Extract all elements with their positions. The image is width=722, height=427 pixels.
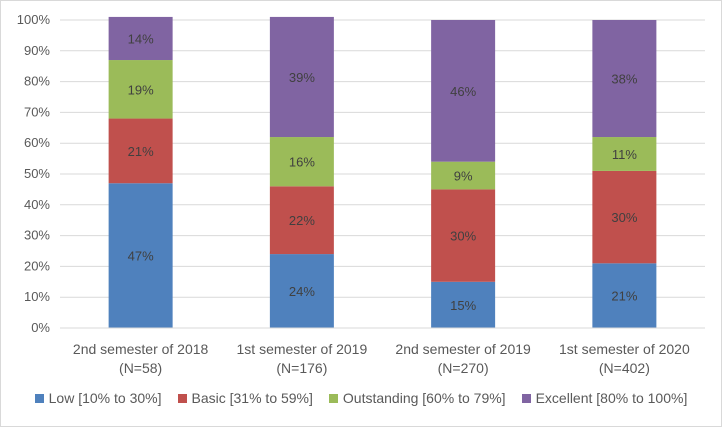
data-label: 30% — [611, 210, 637, 225]
bar-segment — [269, 16, 334, 138]
legend-label: Basic [31% to 59%] — [191, 390, 313, 406]
data-label: 21% — [611, 289, 637, 304]
bar-segment — [269, 137, 334, 187]
x-category-label: 1st semester of 2020 — [559, 341, 690, 357]
legend-label: Outstanding [60% to 79%] — [342, 390, 506, 406]
y-tick-label: 90% — [24, 43, 50, 58]
legend-item: Low [10% to 30%] — [34, 390, 162, 406]
data-label: 46% — [450, 84, 476, 99]
x-category-label: 2nd semester of 2019 — [395, 341, 531, 357]
bar-segment — [431, 281, 496, 328]
bar-segment — [431, 161, 496, 190]
y-tick-label: 70% — [24, 104, 50, 119]
bar-segment — [269, 186, 334, 255]
legend-swatch — [177, 393, 187, 403]
stacked-bar-chart: 0% 10% 20% 30% 40% 50% 60% 70% 80% 90% 100% 47% 21% 1… — [17, 12, 705, 376]
bar-segment — [431, 189, 496, 282]
y-tick-label: 100% — [17, 12, 51, 27]
data-label: 39% — [289, 70, 315, 85]
bar-segment — [431, 20, 496, 162]
data-label: 21% — [128, 144, 154, 159]
bar-segment — [592, 137, 657, 171]
x-category-label: (N=270) — [438, 360, 489, 376]
data-label: 47% — [128, 249, 154, 264]
legend-swatch — [34, 393, 44, 403]
bar-segment — [592, 263, 657, 328]
y-tick-label: 80% — [24, 74, 50, 89]
legend-item: Excellent [80% to 100%] — [521, 390, 688, 406]
bar-segment — [108, 60, 173, 119]
bar-segment — [108, 183, 173, 328]
legend-swatch — [328, 393, 338, 403]
x-category-label: (N=58) — [119, 360, 162, 376]
legend-item: Outstanding [60% to 79%] — [328, 390, 506, 406]
chart-legend: Low [10% to 30%] Basic [31% to 59%] Outsta… — [0, 390, 722, 406]
bar-segment — [108, 16, 173, 61]
y-tick-label: 50% — [24, 166, 50, 181]
y-tick-label: 20% — [24, 258, 50, 273]
x-category-label: 2nd semester of 2018 — [73, 341, 209, 357]
legend-item: Basic [31% to 59%] — [177, 390, 313, 406]
y-tick-label: 40% — [24, 197, 50, 212]
legend-label: Excellent [80% to 100%] — [535, 390, 688, 406]
bar-segment — [108, 118, 173, 184]
x-category-label: (N=402) — [599, 360, 650, 376]
data-label: 14% — [128, 31, 154, 46]
bar-segment — [592, 170, 657, 264]
legend-label: Low [10% to 30%] — [48, 390, 162, 406]
y-tick-label: 60% — [24, 135, 50, 150]
data-label: 19% — [128, 82, 154, 97]
x-category-label: 1st semester of 2019 — [237, 341, 368, 357]
x-category-label: (N=176) — [276, 360, 327, 376]
y-tick-label: 0% — [31, 320, 50, 335]
data-label: 38% — [611, 72, 637, 87]
bar-segment — [269, 254, 334, 328]
legend-swatch — [521, 393, 531, 403]
data-label: 30% — [450, 229, 476, 244]
data-label: 9% — [454, 169, 473, 184]
data-label: 22% — [289, 213, 315, 228]
bar-segment — [592, 20, 657, 138]
data-label: 11% — [612, 147, 637, 162]
data-label: 16% — [289, 155, 315, 170]
y-tick-label: 10% — [24, 289, 50, 304]
data-label: 15% — [450, 298, 476, 313]
data-label: 24% — [289, 284, 315, 299]
y-tick-label: 30% — [24, 228, 50, 243]
